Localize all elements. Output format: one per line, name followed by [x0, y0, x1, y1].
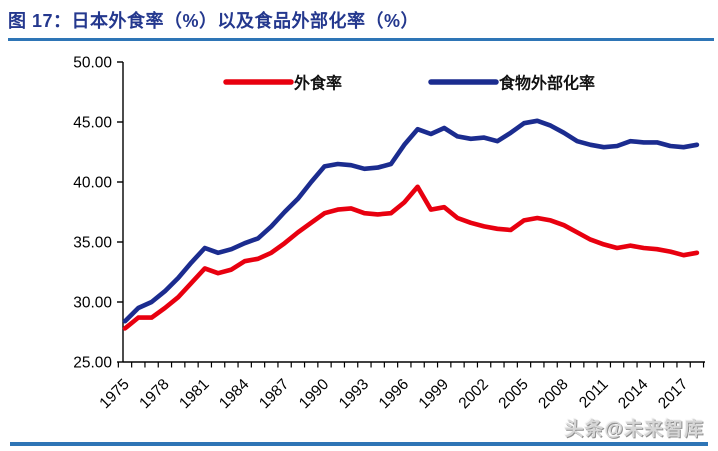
- x-tick-label: 1984: [216, 376, 253, 413]
- x-tick-label: 1996: [376, 376, 412, 412]
- series-line-0: [122, 184, 700, 331]
- y-tick-label: 40.00: [73, 175, 112, 192]
- watermark-text: 头条@未来智库: [564, 419, 704, 440]
- figure-title: 图 17：日本外食率（%）以及食品外部化率（%）: [8, 11, 420, 31]
- y-tick-label: 25.00: [73, 355, 112, 372]
- x-tick-label: 2002: [456, 376, 492, 412]
- x-tick-label: 2011: [576, 376, 612, 412]
- y-tick-label: 50.00: [73, 55, 112, 72]
- x-tick-label: 1990: [296, 376, 333, 413]
- x-tick-label: 1975: [96, 376, 132, 412]
- x-tick-label: 2014: [615, 376, 652, 413]
- y-tick-label: 45.00: [73, 115, 112, 132]
- series-line-1: [122, 118, 700, 324]
- x-tick-label: 2008: [535, 376, 571, 412]
- legend-label-0: 外食率: [293, 74, 342, 93]
- x-tick-label: 1987: [256, 376, 292, 412]
- x-tick-label: 1981: [176, 376, 212, 412]
- legend-label-1: 食物外部化率: [498, 74, 595, 93]
- y-tick-label: 35.00: [73, 235, 112, 252]
- x-tick-label: 1978: [136, 376, 172, 412]
- x-tick-label: 2017: [655, 376, 691, 412]
- x-tick-label: 2005: [495, 376, 531, 412]
- y-tick-label: 30.00: [73, 295, 112, 312]
- footer-rule: [10, 442, 708, 446]
- x-tick-label: 1999: [416, 376, 452, 412]
- x-tick-label: 1993: [336, 376, 372, 412]
- title-underline-rule: [8, 38, 714, 41]
